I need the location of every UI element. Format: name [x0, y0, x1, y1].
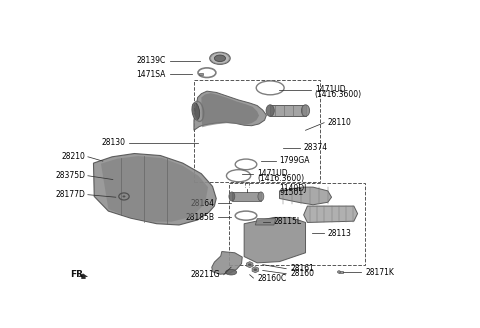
Text: 28210: 28210	[61, 152, 85, 161]
Polygon shape	[101, 156, 208, 222]
Text: FR: FR	[71, 270, 84, 279]
Text: 1799GA: 1799GA	[279, 156, 310, 165]
Text: 1140DJ: 1140DJ	[279, 184, 307, 194]
Polygon shape	[339, 271, 343, 273]
Polygon shape	[94, 154, 216, 225]
Text: 28374: 28374	[304, 143, 328, 153]
Polygon shape	[212, 252, 242, 274]
Text: (1416.3600): (1416.3600)	[315, 90, 362, 99]
Circle shape	[248, 263, 252, 266]
Text: 28160C: 28160C	[257, 274, 287, 282]
Ellipse shape	[301, 105, 310, 116]
Text: 28139C: 28139C	[137, 56, 166, 65]
Polygon shape	[232, 192, 261, 201]
Bar	[194, 80, 321, 182]
Text: 28164: 28164	[191, 198, 215, 208]
Ellipse shape	[337, 271, 340, 273]
Polygon shape	[270, 105, 305, 116]
Polygon shape	[79, 274, 87, 279]
Polygon shape	[199, 73, 203, 75]
Ellipse shape	[266, 105, 274, 116]
Text: 28160: 28160	[290, 269, 315, 278]
Text: 28211G: 28211G	[191, 270, 220, 279]
Text: 28113: 28113	[328, 229, 352, 238]
Bar	[229, 183, 365, 265]
Polygon shape	[202, 93, 259, 127]
Ellipse shape	[229, 192, 235, 201]
Polygon shape	[194, 91, 266, 130]
Polygon shape	[244, 217, 305, 263]
Text: 1471UD: 1471UD	[315, 85, 346, 94]
Text: 91501: 91501	[279, 188, 304, 197]
Circle shape	[122, 195, 125, 197]
Text: 1471SA: 1471SA	[137, 70, 166, 79]
Text: 28171K: 28171K	[365, 268, 394, 277]
Ellipse shape	[226, 269, 237, 275]
Polygon shape	[247, 262, 253, 268]
Polygon shape	[255, 219, 276, 225]
Text: 28375D: 28375D	[55, 171, 85, 180]
Polygon shape	[304, 206, 358, 222]
Text: 28177D: 28177D	[55, 190, 85, 199]
Text: 1471UD: 1471UD	[257, 169, 288, 178]
Text: 28115L: 28115L	[274, 217, 302, 226]
Text: (1416.3600): (1416.3600)	[257, 174, 304, 183]
Ellipse shape	[210, 52, 230, 64]
Polygon shape	[279, 187, 332, 205]
Text: 28130: 28130	[101, 138, 125, 147]
Ellipse shape	[258, 192, 264, 201]
Text: 28110: 28110	[328, 118, 352, 127]
Polygon shape	[252, 267, 259, 273]
Text: 28185B: 28185B	[185, 213, 215, 222]
Ellipse shape	[192, 103, 200, 120]
Ellipse shape	[215, 55, 226, 62]
Circle shape	[253, 268, 257, 271]
Text: 28161: 28161	[290, 264, 314, 273]
